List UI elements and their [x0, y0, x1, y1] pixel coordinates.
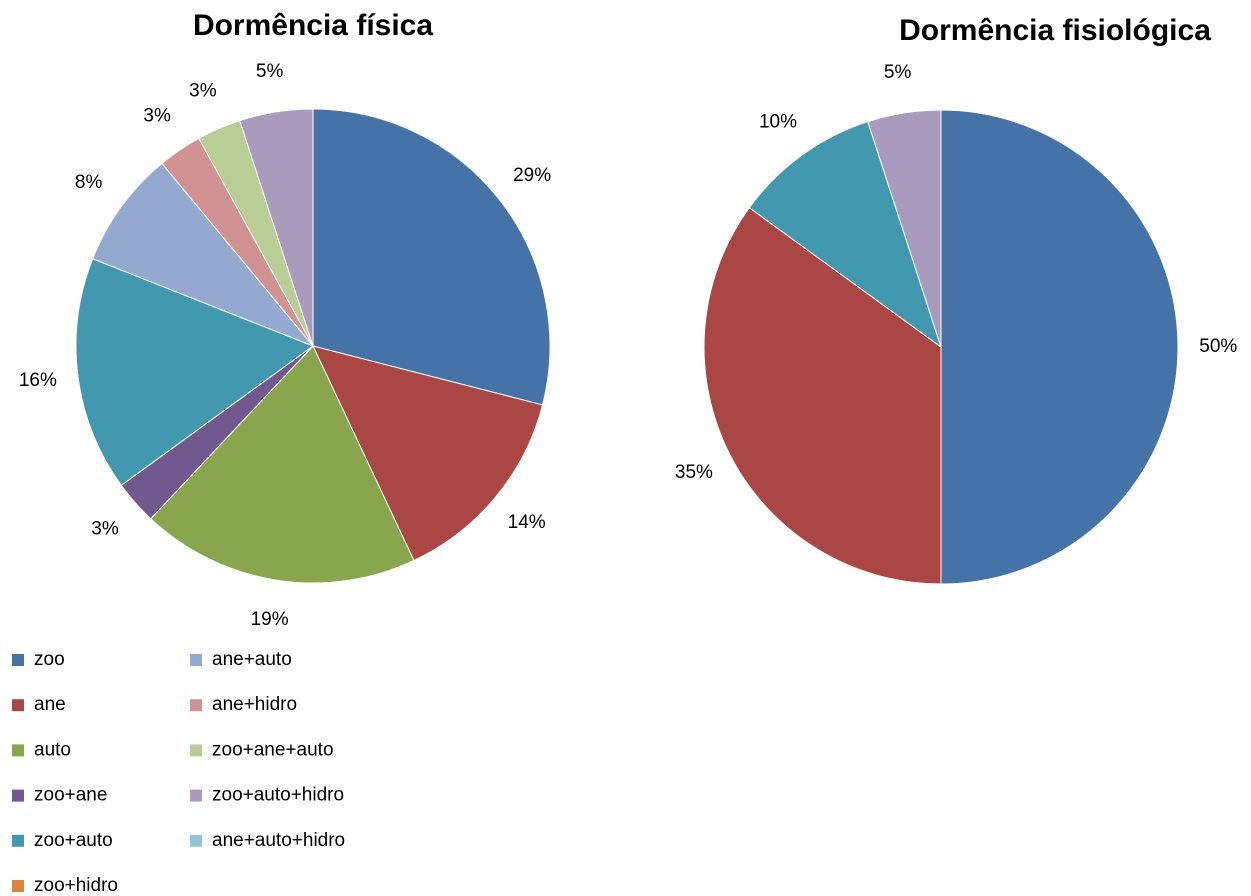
legend-swatch: [190, 744, 202, 757]
legend-label: ane+hidro: [212, 694, 297, 715]
legend-label: ane: [34, 694, 66, 715]
data-label: 19%: [251, 609, 289, 630]
pie-slice: [703, 206, 942, 585]
legend-swatch: [190, 789, 202, 802]
pie-slice: [91, 162, 314, 347]
pie-slice: [150, 345, 415, 584]
legend-label: zoo+ane+auto: [212, 739, 334, 760]
chart-title: Dormência física: [193, 9, 433, 42]
data-label: 10%: [759, 112, 797, 133]
legend-label: zoo+hidro: [34, 875, 118, 896]
data-label: 16%: [19, 370, 57, 391]
legend-label: zoo+auto: [34, 830, 113, 851]
data-label: 8%: [75, 172, 103, 193]
pie-slice: [867, 109, 942, 348]
data-label: 3%: [189, 81, 217, 102]
legend-label: ane+auto+hidro: [212, 830, 345, 851]
legend-swatch: [12, 699, 24, 712]
data-label: 50%: [1199, 336, 1237, 357]
legend-label: zoo: [34, 649, 65, 670]
data-label: 14%: [508, 512, 546, 533]
legend-swatch: [190, 699, 202, 712]
pie-slice: [312, 345, 544, 562]
data-label: 3%: [143, 106, 171, 127]
pie-slice: [940, 109, 1179, 585]
legend-swatch: [12, 744, 24, 757]
data-label: 5%: [256, 61, 284, 82]
legend-swatch: [190, 834, 202, 847]
legend-swatch: [12, 654, 24, 666]
pie-slice: [748, 120, 942, 349]
data-label: 29%: [513, 165, 551, 186]
data-label: 5%: [884, 62, 912, 83]
legend-label: zoo+auto+hidro: [212, 785, 344, 806]
pie-slice: [312, 108, 551, 406]
pie-slice: [239, 108, 314, 347]
data-label: 3%: [91, 518, 119, 539]
legend-label: auto: [34, 739, 71, 760]
legend-swatch: [12, 789, 24, 802]
legend-swatch: [12, 880, 24, 892]
legend-swatch: [12, 834, 24, 847]
data-label: 35%: [675, 462, 713, 483]
chart-title: Dormência fisiológica: [899, 14, 1211, 47]
legend-label: zoo+ane: [34, 785, 107, 806]
pie-slice: [75, 258, 315, 487]
legend-label: ane+auto: [212, 649, 292, 670]
legend-swatch: [190, 654, 202, 666]
